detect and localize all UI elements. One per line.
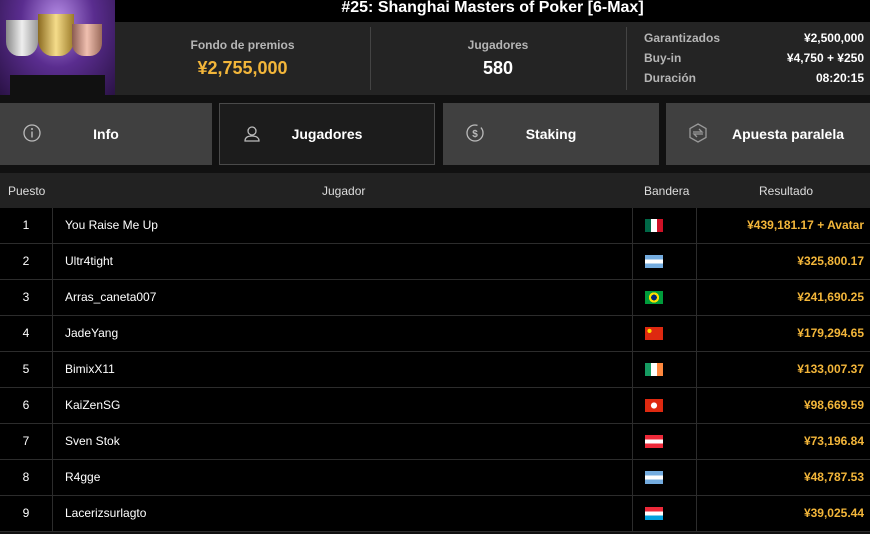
row-result: ¥98,669.59 — [803, 398, 864, 412]
row-result: ¥39,025.44 — [803, 506, 864, 520]
tab-info[interactable]: Info — [0, 103, 212, 165]
table-row[interactable]: 2 Ultr4tight ¥325,800.17 — [0, 244, 870, 280]
buyin-value: ¥4,750 + ¥250 — [786, 51, 864, 65]
table-row[interactable]: 9 Lacerizsurlagto ¥39,025.44 — [0, 496, 870, 532]
row-player-name[interactable]: Ultr4tight — [65, 254, 114, 268]
tab-staking[interactable]: $ Staking — [443, 103, 659, 165]
row-flag-cell — [632, 280, 697, 315]
tab-label: Info — [93, 126, 119, 142]
info-icon — [23, 124, 41, 142]
row-player-name[interactable]: Arras_caneta007 — [65, 290, 157, 304]
guaranteed-label: Garantizados — [644, 31, 721, 45]
table-row[interactable]: 7 Sven Stok ¥73,196.84 — [0, 424, 870, 460]
row-result: ¥179,294.65 — [797, 326, 864, 340]
table-row[interactable]: 4 JadeYang ¥179,294.65 — [0, 316, 870, 352]
side-bet-icon — [689, 123, 707, 143]
row-position: 1 — [0, 208, 53, 243]
prize-pool-value: ¥2,755,000 — [197, 58, 288, 78]
divider — [370, 27, 371, 90]
tournament-stats: Fondo de premios ¥2,755,000 Jugadores 580 … — [115, 22, 870, 95]
tournament-title: #25: Shanghai Masters of Poker [6-Max] — [115, 0, 870, 22]
flag-br-icon — [645, 291, 663, 304]
tab-apuesta-paralela[interactable]: Apuesta paralela — [666, 103, 870, 165]
divider — [626, 27, 627, 90]
row-result: ¥133,007.37 — [797, 362, 864, 376]
flag-at-icon — [645, 435, 663, 448]
row-flag-cell — [632, 424, 697, 459]
table-row[interactable]: 6 KaiZenSG ¥98,669.59 — [0, 388, 870, 424]
players-value: 580 — [482, 58, 514, 78]
row-position: 3 — [0, 280, 53, 315]
prize-pool-label: Fondo de premios — [190, 38, 295, 52]
row-flag-cell — [632, 496, 697, 531]
flag-lu-icon — [645, 507, 663, 520]
flag-hk-icon — [645, 399, 663, 412]
row-flag-cell — [632, 316, 697, 351]
tab-label: Staking — [525, 126, 577, 142]
flag-cn-icon — [645, 327, 663, 340]
players-label: Jugadores — [467, 38, 529, 52]
header-jugador: Jugador — [322, 184, 366, 198]
table-row[interactable]: 1 You Raise Me Up ¥439,181.17 + Avatar — [0, 208, 870, 244]
buyin-label: Buy-in — [644, 51, 682, 65]
table-header: Puesto Jugador Bandera Resultado — [0, 173, 870, 208]
row-position: 6 — [0, 388, 53, 423]
flag-mx-icon — [645, 219, 663, 232]
header-resultado: Resultado — [759, 184, 814, 198]
row-flag-cell — [632, 352, 697, 387]
tab-label: Jugadores — [291, 126, 363, 142]
row-result: ¥325,800.17 — [797, 254, 864, 268]
row-player-name[interactable]: BimixX11 — [65, 362, 115, 376]
row-position: 5 — [0, 352, 53, 387]
svg-text:$: $ — [472, 129, 478, 140]
row-result: ¥241,690.25 — [797, 290, 864, 304]
row-position: 7 — [0, 424, 53, 459]
row-flag-cell — [632, 244, 697, 279]
row-position: 4 — [0, 316, 53, 351]
row-flag-cell — [632, 388, 697, 423]
row-result: ¥73,196.84 — [803, 434, 864, 448]
row-position: 8 — [0, 460, 53, 495]
row-position: 9 — [0, 496, 53, 531]
user-icon — [244, 126, 260, 142]
row-flag-cell — [632, 460, 697, 495]
header-bandera: Bandera — [644, 184, 690, 198]
guaranteed-value: ¥2,500,000 — [803, 31, 864, 45]
flag-ie-icon — [645, 363, 663, 376]
row-player-name[interactable]: KaiZenSG — [65, 398, 121, 412]
tab-jugadores[interactable]: Jugadores — [219, 103, 435, 165]
dollar-coin-icon: $ — [466, 124, 484, 142]
table-row[interactable]: 5 BimixX11 ¥133,007.37 — [0, 352, 870, 388]
row-position: 2 — [0, 244, 53, 279]
tournament-trophy-image — [0, 0, 115, 95]
flag-ar-icon — [645, 255, 663, 268]
table-row[interactable]: 3 Arras_caneta007 ¥241,690.25 — [0, 280, 870, 316]
row-player-name[interactable]: JadeYang — [65, 326, 119, 340]
row-player-name[interactable]: You Raise Me Up — [65, 218, 158, 232]
tab-label: Apuesta paralela — [731, 126, 845, 142]
results-table: 1 You Raise Me Up ¥439,181.17 + Avatar 2 … — [0, 208, 870, 532]
row-player-name[interactable]: Lacerizsurlagto — [65, 506, 147, 520]
header-puesto: Puesto — [8, 184, 46, 198]
flag-ar-icon — [645, 471, 663, 484]
duration-value: 08:20:15 — [815, 71, 864, 85]
row-player-name[interactable]: R4gge — [65, 470, 101, 484]
row-result: ¥48,787.53 — [803, 470, 864, 484]
row-flag-cell — [632, 208, 697, 243]
row-result: ¥439,181.17 + Avatar — [747, 218, 864, 232]
duration-label: Duración — [644, 71, 697, 85]
row-player-name[interactable]: Sven Stok — [65, 434, 120, 448]
table-row[interactable]: 8 R4gge ¥48,787.53 — [0, 460, 870, 496]
